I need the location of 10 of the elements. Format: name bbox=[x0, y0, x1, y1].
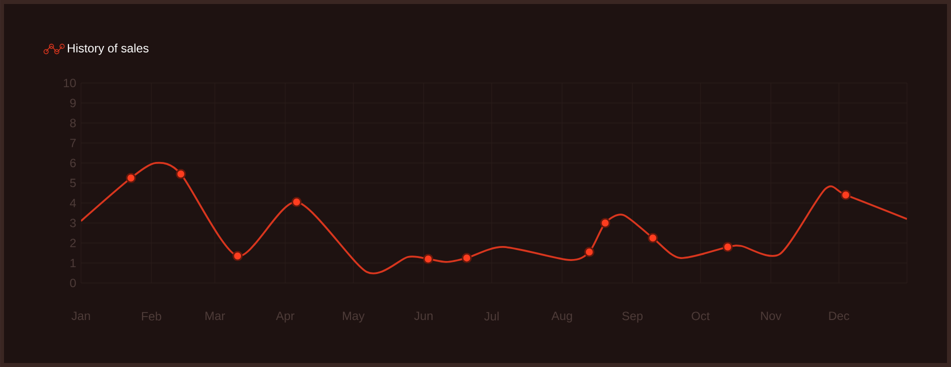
point bbox=[423, 254, 434, 264]
legend-label: History of sales bbox=[68, 44, 148, 55]
point bbox=[584, 246, 594, 258]
point bbox=[462, 252, 472, 264]
point bbox=[840, 190, 851, 200]
point bbox=[600, 218, 610, 228]
point bbox=[722, 242, 733, 252]
point bbox=[292, 196, 302, 208]
point bbox=[648, 232, 658, 244]
point bbox=[232, 250, 243, 262]
